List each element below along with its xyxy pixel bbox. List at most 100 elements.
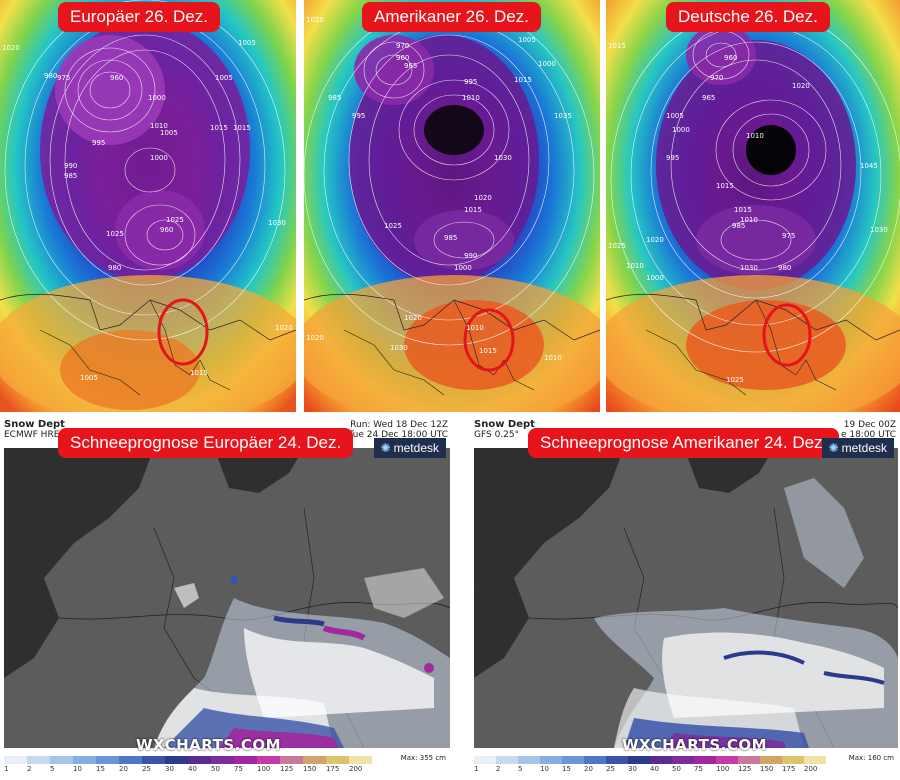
legend-tick-label: 100 xyxy=(716,765,730,773)
legend-swatch xyxy=(474,756,496,764)
legend-swatch xyxy=(540,756,562,764)
legend-swatch xyxy=(628,756,650,764)
legend-swatch xyxy=(650,756,672,764)
highlight-circle-deutsche xyxy=(762,303,812,367)
isobar-label: 1035 xyxy=(554,112,572,120)
legend-swatch xyxy=(142,756,165,764)
isobar-label: 1030 xyxy=(268,219,286,227)
header-right: Run: Wed 18 Dec 12Z Tue 24 Dec 18:00 UTC xyxy=(349,420,448,440)
isobar-label: 1030 xyxy=(870,226,888,234)
isobar-label: 1020 xyxy=(646,236,664,244)
legend-tick-label: 1 xyxy=(4,765,9,773)
isobar-label: 1000 xyxy=(646,274,664,282)
snow-map-amerikaner xyxy=(474,448,898,748)
isobar-label: 1005 xyxy=(160,129,178,137)
isobar-label: 1015 xyxy=(734,206,752,214)
isobar-label: 995 xyxy=(92,139,105,147)
isobar-label: 1000 xyxy=(454,264,472,272)
legend-amerikaner: 1 2 5 10 15 20 25 30 40 50 75 100 125 150 175 200 Max: … xyxy=(470,754,900,776)
metdesk-label: metdesk xyxy=(841,441,887,455)
model-label: ECMWF HRES xyxy=(4,430,66,440)
legend-swatch xyxy=(165,756,188,764)
legend-swatch xyxy=(694,756,716,764)
isobar-label: 1045 xyxy=(860,162,878,170)
isobar-label: 1010 xyxy=(150,122,168,130)
legend-tick-label: 150 xyxy=(303,765,317,773)
max-label: Max: 160 cm xyxy=(848,754,894,762)
isobar-label: 1020 xyxy=(474,194,492,202)
legend-ticks: 1 2 5 10 15 20 25 30 40 50 75 100 125 150 175 200 xyxy=(474,765,826,773)
highlight-circle-europaeer xyxy=(157,298,209,366)
title-europaeer: Europäer 26. Dez. xyxy=(58,2,220,32)
legend-swatch xyxy=(562,756,584,764)
isobar-label: 1020 xyxy=(306,334,324,342)
isobar-label: 990 xyxy=(64,162,77,170)
isobar-label: 1030 xyxy=(494,154,512,162)
legend-tick-label: 10 xyxy=(73,765,82,773)
legend-tick-label: 200 xyxy=(804,765,818,773)
isobar-label: 965 xyxy=(702,94,715,102)
legend-bar xyxy=(4,756,372,764)
valid-label: Tue 24 Dec 18:00 UTC xyxy=(348,430,448,440)
panel-snow-amerikaner: Snow Dept GFS 0.25° 19 Dec 00Z e 18:00 U… xyxy=(470,418,900,780)
legend-tick-label: 20 xyxy=(584,765,593,773)
isobar-label: 1015 xyxy=(479,347,497,355)
isobar-label: 985 xyxy=(64,172,77,180)
isobar-label: 1010 xyxy=(626,262,644,270)
legend-tick-label: 1 xyxy=(474,765,479,773)
panel-snow-europaeer: Snow Dept ECMWF HRES Run: Wed 18 Dec 12Z… xyxy=(0,418,452,780)
isobar-label: 1020 xyxy=(404,314,422,322)
isobar-label: 975 xyxy=(57,74,70,82)
isobar-label: 995 xyxy=(464,78,477,86)
isobar-label: 1020 xyxy=(792,82,810,90)
chart-title-label: Snow Dept xyxy=(474,419,535,430)
isobar-label: 985 xyxy=(328,94,341,102)
legend-swatch xyxy=(606,756,628,764)
wxcharts-watermark: WXCHARTS.COM xyxy=(136,736,282,754)
isobar-label: 1025 xyxy=(726,376,744,384)
legend-tick-label: 50 xyxy=(672,765,681,773)
valid-label: e 18:00 UTC xyxy=(840,430,896,440)
metdesk-logo: ✺ metdesk xyxy=(373,438,446,458)
legend-tick-label: 100 xyxy=(257,765,271,773)
isobar-label: 970 xyxy=(396,42,409,50)
legend-swatch xyxy=(188,756,211,764)
isobar-label: 980 xyxy=(108,264,121,272)
legend-tick-label: 2 xyxy=(496,765,501,773)
legend-swatch xyxy=(73,756,96,764)
legend-tick-label: 25 xyxy=(142,765,151,773)
isobar-label: 1020 xyxy=(306,16,324,24)
legend-tick-label: 15 xyxy=(562,765,571,773)
highlight-circle-amerikaner xyxy=(463,308,515,372)
metdesk-logo-icon: ✺ xyxy=(828,441,839,455)
metdesk-logo: ✺ metdesk xyxy=(821,438,894,458)
pressure-map-deutsche: 1015 960 965 970 1000 1005 1010 1015 1020 995 1045… xyxy=(606,0,900,412)
snow-map-europaeer xyxy=(4,448,450,748)
isobar-label: 1025 xyxy=(384,222,402,230)
legend-swatch xyxy=(234,756,257,764)
max-label: Max: 355 cm xyxy=(400,754,446,762)
legend-swatch xyxy=(782,756,804,764)
isobar-label: 1005 xyxy=(238,39,256,47)
legend-swatch xyxy=(211,756,234,764)
legend-tick-label: 10 xyxy=(540,765,549,773)
isobar-label: 995 xyxy=(666,154,679,162)
legend-tick-label: 40 xyxy=(650,765,659,773)
legend-tick-label: 20 xyxy=(119,765,128,773)
model-label: GFS 0.25° xyxy=(474,430,520,440)
legend-swatch xyxy=(50,756,73,764)
isobar-label: 1005 xyxy=(666,112,684,120)
legend-swatch xyxy=(738,756,760,764)
legend-swatch xyxy=(96,756,119,764)
isobar-label: 960 xyxy=(110,74,123,82)
legend-tick-label: 75 xyxy=(234,765,243,773)
panel-europaeer: 1020 980 975 960 1005 1005 1000 995 1010 990 985 10… xyxy=(0,0,296,412)
isobar-label: 985 xyxy=(444,234,457,242)
isobar-label: 1010 xyxy=(466,324,484,332)
legend-tick-label: 40 xyxy=(188,765,197,773)
isobar-label: 1025 xyxy=(106,230,124,238)
legend-tick-label: 30 xyxy=(628,765,637,773)
legend-swatch xyxy=(119,756,142,764)
isobar-label: 1025 xyxy=(166,216,184,224)
